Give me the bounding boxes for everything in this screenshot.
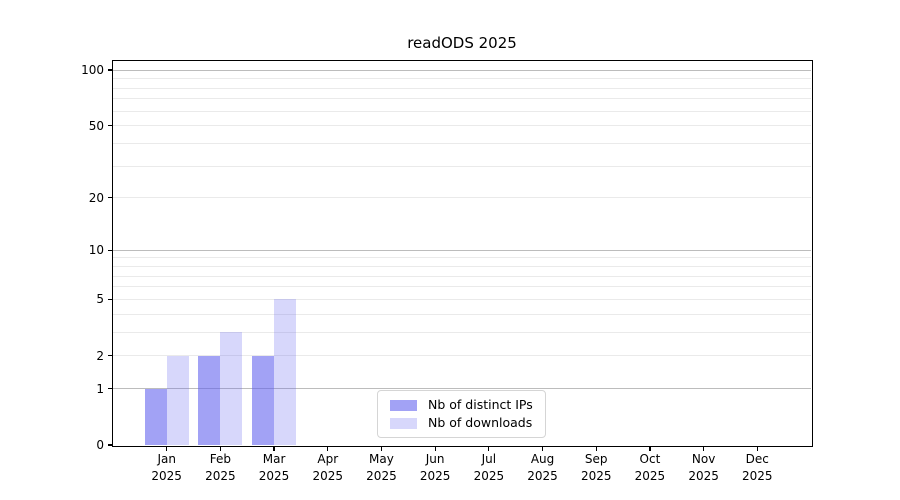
y-tick-label: 10: [88, 243, 104, 258]
gridline-minor: [113, 142, 811, 144]
y-tick: [108, 355, 113, 357]
gridline-minor: [113, 165, 811, 167]
plot-area: [111, 59, 813, 447]
x-tick: [434, 446, 436, 451]
y-tick: [108, 124, 113, 127]
y-tick-label: 1: [96, 381, 104, 396]
bar-nb-of-downloads-feb: [220, 332, 243, 445]
legend-label-distinct-ips: Nb of distinct IPs: [428, 397, 533, 412]
x-tick: [273, 446, 275, 451]
gridline-minor: [113, 197, 811, 199]
x-tick-label: Apr 2025: [312, 452, 344, 483]
y-tick: [108, 298, 113, 301]
legend: Nb of distinct IPs Nb of downloads: [377, 390, 546, 438]
gridline-minor: [113, 98, 811, 100]
x-tick: [380, 446, 383, 451]
gridline-major: [113, 69, 811, 71]
x-tick-label: Mar 2025: [258, 452, 290, 483]
x-tick: [219, 446, 222, 451]
y-tick-label: 20: [88, 190, 104, 205]
gridline-major: [113, 249, 811, 251]
x-tick: [649, 446, 651, 451]
downloads-swatch-icon: [390, 417, 417, 429]
gridline-minor: [113, 331, 811, 333]
gridline-minor: [113, 257, 811, 259]
x-tick-label: Jul 2025: [473, 452, 505, 483]
x-tick-label: Oct 2025: [634, 452, 666, 483]
x-tick-label: Feb 2025: [205, 452, 236, 483]
gridline-minor: [113, 355, 811, 357]
bar-nb-of-distinct-ips-feb: [198, 355, 221, 445]
x-tick-label: Jun 2025: [419, 452, 451, 483]
legend-label-downloads: Nb of downloads: [428, 415, 533, 430]
gridline-minor: [113, 78, 811, 80]
x-tick: [488, 446, 490, 451]
x-tick: [595, 446, 597, 451]
gridline-minor: [113, 275, 811, 277]
x-tick-label: May 2025: [366, 452, 397, 483]
gridline-minor: [113, 286, 811, 288]
y-tick-label: 50: [88, 118, 104, 133]
gridline-minor: [113, 298, 811, 300]
x-tick-label: Jan 2025: [151, 452, 182, 483]
y-tick: [108, 197, 113, 199]
y-tick: [108, 444, 113, 446]
legend-item-downloads: Nb of downloads: [386, 415, 537, 431]
gridline-major: [113, 388, 811, 390]
x-tick: [166, 446, 168, 451]
x-tick-label: Aug 2025: [527, 452, 558, 483]
y-tick: [108, 388, 113, 390]
bar-nb-of-distinct-ips-jan: [144, 388, 167, 445]
y-tick-label: 100: [81, 63, 104, 78]
y-tick: [108, 249, 113, 251]
legend-item-distinct-ips: Nb of distinct IPs: [386, 397, 537, 413]
x-tick-label: Nov 2025: [688, 452, 719, 483]
gridline-minor: [113, 125, 811, 127]
gridline-minor: [113, 266, 811, 268]
gridline-minor: [113, 110, 811, 112]
x-tick: [327, 446, 329, 451]
y-tick-label: 5: [96, 292, 104, 307]
chart-title: readODS 2025: [407, 34, 517, 52]
y-tick: [108, 69, 113, 71]
bar-nb-of-distinct-ips-mar: [252, 355, 275, 445]
x-tick-label: Sep 2025: [580, 452, 612, 483]
x-tick: [756, 446, 758, 451]
x-tick: [541, 446, 544, 451]
bar-nb-of-downloads-jan: [166, 355, 189, 445]
x-tick: [702, 446, 705, 451]
x-tick-label: Dec 2025: [742, 452, 773, 483]
y-tick-label: 0: [96, 438, 104, 452]
y-tick-label: 2: [96, 348, 104, 363]
bar-nb-of-downloads-mar: [274, 299, 297, 445]
gridline-minor: [113, 313, 811, 315]
gridline-minor: [113, 87, 811, 89]
distinct-ips-swatch-icon: [390, 399, 417, 411]
